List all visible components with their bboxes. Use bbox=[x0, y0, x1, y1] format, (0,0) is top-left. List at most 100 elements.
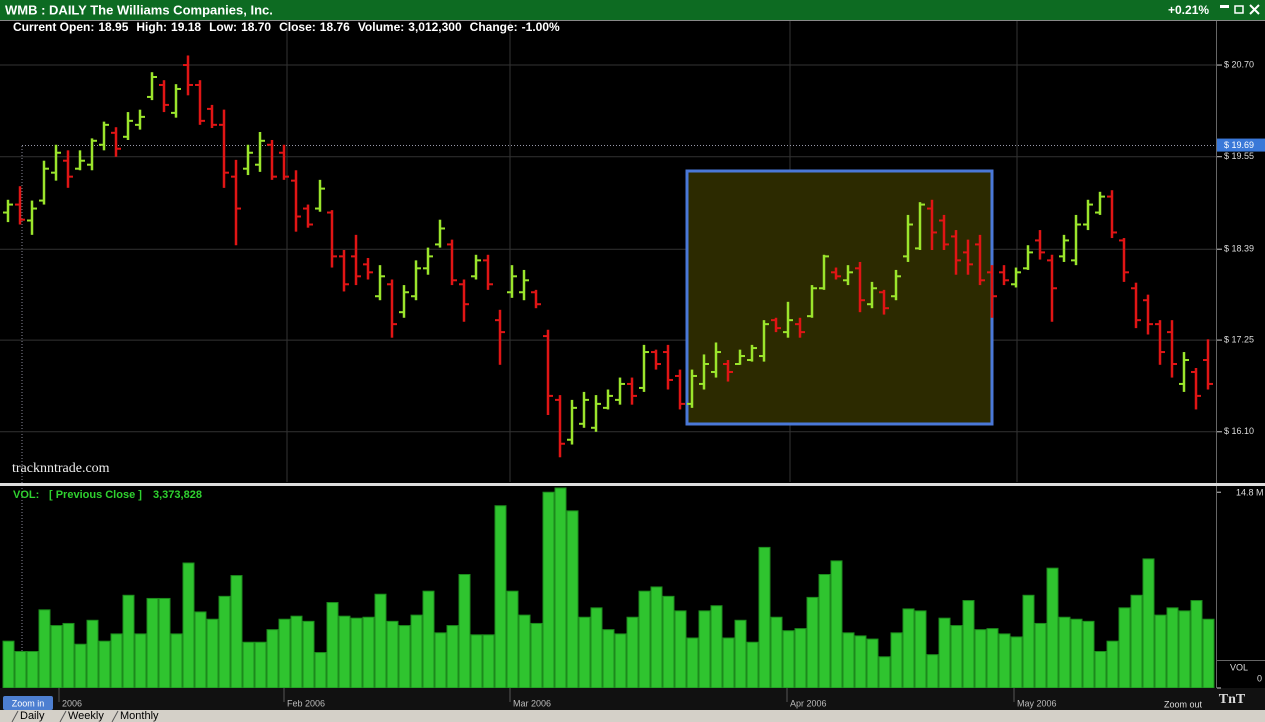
volume-bar bbox=[626, 616, 639, 689]
volume-bar bbox=[362, 616, 375, 689]
tab-label[interactable]: Daily bbox=[20, 710, 45, 722]
volume-bar bbox=[902, 608, 915, 689]
volume-bar bbox=[926, 654, 939, 689]
volume-bar bbox=[842, 632, 855, 689]
volume-bar bbox=[1154, 614, 1167, 689]
volume-bar bbox=[122, 594, 135, 689]
volume-bar bbox=[638, 590, 651, 689]
volume-bar bbox=[266, 629, 279, 689]
volume-bar bbox=[74, 643, 87, 689]
volume-bar bbox=[98, 640, 111, 689]
tabs: Daily Weekly Monthly bbox=[11, 710, 159, 722]
volume-bar bbox=[890, 632, 903, 689]
info-label: Close: bbox=[279, 20, 316, 34]
volume-bar bbox=[2, 640, 15, 689]
axis-divider bbox=[1217, 660, 1265, 661]
volume-bar bbox=[542, 491, 555, 689]
volume-bar bbox=[446, 625, 459, 689]
restore-button[interactable] bbox=[1234, 5, 1244, 14]
volume-bar bbox=[734, 619, 747, 689]
volume-bar bbox=[278, 618, 291, 689]
volume-bar bbox=[1190, 600, 1203, 689]
volume-bar bbox=[650, 586, 663, 689]
volume-bar bbox=[290, 615, 303, 689]
volume-bar bbox=[686, 637, 699, 689]
volume-bar bbox=[146, 597, 159, 689]
volume-bar bbox=[1130, 594, 1143, 689]
y-tick-label: $ 17.25 bbox=[1224, 334, 1254, 344]
date-label: Mar 2006 bbox=[513, 698, 551, 708]
volume-bar bbox=[830, 560, 843, 689]
volume-bar bbox=[782, 630, 795, 689]
volume-bar bbox=[506, 590, 519, 689]
volume-bar bbox=[554, 487, 567, 689]
last-price-label: $ 19.69 bbox=[1224, 140, 1254, 150]
tab-label[interactable]: Weekly bbox=[68, 710, 104, 722]
watermark: tracknntrade.com bbox=[12, 461, 110, 476]
volume-bar bbox=[698, 610, 711, 689]
volume-bar bbox=[1022, 594, 1035, 689]
volume-bar bbox=[38, 609, 51, 689]
date-label: 2006 bbox=[62, 698, 82, 708]
volume-bar bbox=[62, 622, 75, 689]
zoom-out-label[interactable]: Zoom out bbox=[1164, 699, 1203, 709]
info-value: 18.76 bbox=[320, 20, 350, 34]
date-label: May 2006 bbox=[1017, 698, 1057, 708]
volume-bar bbox=[854, 635, 867, 689]
volume-bar bbox=[1094, 650, 1107, 689]
volume-bar bbox=[26, 650, 39, 689]
volume-bar bbox=[134, 633, 147, 689]
volume-bar bbox=[338, 615, 351, 689]
date-label: Apr 2006 bbox=[790, 698, 827, 708]
volume-bar bbox=[818, 573, 831, 689]
volume-bar bbox=[194, 611, 207, 689]
volume-bar bbox=[950, 625, 963, 689]
panel-separator bbox=[0, 483, 1265, 486]
volume-bar bbox=[602, 629, 615, 689]
highlight-box[interactable] bbox=[685, 169, 994, 426]
axis-border bbox=[1216, 21, 1217, 688]
zoom-out-button[interactable] bbox=[1158, 697, 1208, 710]
volume-bar bbox=[1202, 618, 1215, 689]
volume-bar bbox=[518, 614, 531, 689]
volume-bar bbox=[722, 637, 735, 689]
volume-bar bbox=[1166, 607, 1179, 689]
minimize-button[interactable] bbox=[1220, 5, 1229, 8]
y-tick-label: 14.8 M bbox=[1236, 488, 1264, 498]
window-change: +0.21% bbox=[1168, 3, 1209, 17]
title-bar bbox=[0, 0, 1265, 20]
volume-bar bbox=[1106, 640, 1119, 689]
volume-bar bbox=[158, 597, 171, 689]
window-title: WMB : DAILY The Williams Companies, Inc. bbox=[5, 2, 273, 17]
volume-bar bbox=[962, 600, 975, 689]
info-label: High: bbox=[136, 20, 167, 34]
volume-bar bbox=[170, 633, 183, 689]
y-tick-label: $ 16.10 bbox=[1224, 426, 1254, 436]
volume-bar bbox=[50, 625, 63, 689]
y-tick-label: $ 18.39 bbox=[1224, 244, 1254, 254]
volume-bar bbox=[746, 641, 759, 689]
volume-bar bbox=[14, 650, 27, 689]
volume-bar bbox=[482, 634, 495, 689]
tab-label[interactable]: Monthly bbox=[120, 710, 159, 722]
volume-bar bbox=[398, 625, 411, 689]
volume-bar bbox=[806, 596, 819, 689]
zoom-in-label[interactable]: Zoom in bbox=[12, 698, 45, 708]
volume-bar bbox=[938, 617, 951, 689]
volume-bar bbox=[230, 575, 243, 689]
volume-bar bbox=[386, 620, 399, 689]
tab-divider bbox=[11, 710, 19, 722]
volume-bar bbox=[494, 505, 507, 689]
zoom-in-button[interactable] bbox=[3, 696, 53, 710]
date-label: Feb 2006 bbox=[287, 698, 325, 708]
volume-bar bbox=[1046, 567, 1059, 689]
tab-bar bbox=[0, 710, 1265, 722]
info-label: Current Open: bbox=[13, 20, 94, 34]
close-button[interactable] bbox=[1249, 4, 1260, 15]
volume-bar bbox=[218, 595, 231, 689]
y-tick-label: $ 19.55 bbox=[1224, 151, 1254, 161]
info-label: Low: bbox=[209, 20, 237, 34]
volume-bar bbox=[674, 610, 687, 689]
